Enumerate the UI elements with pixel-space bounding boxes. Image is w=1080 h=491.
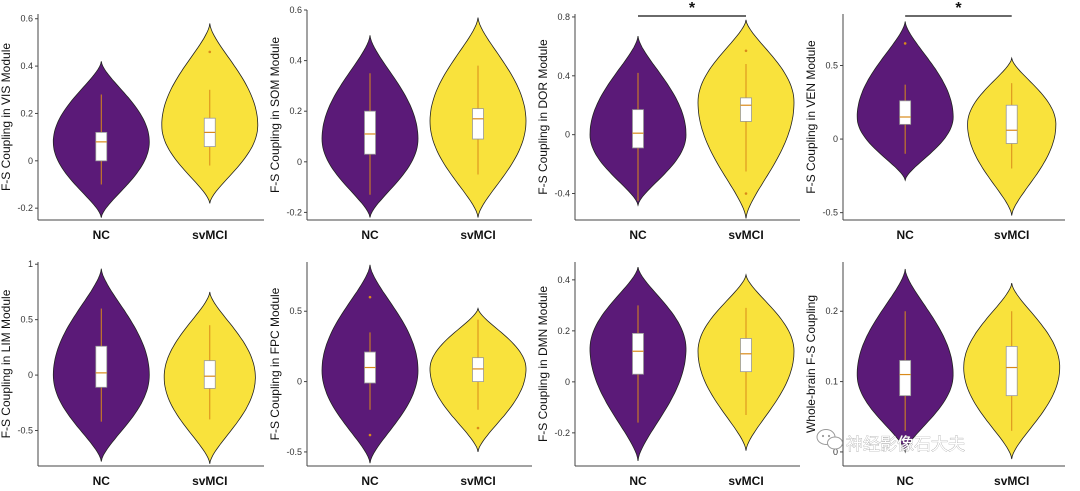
box-NC <box>95 131 108 162</box>
box-svMCI <box>472 108 484 140</box>
y-tick-label: 0 <box>565 130 570 140</box>
y-tick-label: -0.5 <box>286 447 302 457</box>
y-tick-label: 0.2 <box>825 306 838 316</box>
outlier-point <box>903 42 907 45</box>
box-NC <box>899 360 912 397</box>
violin-panel-1: -0.2 0 0.2 0.4 0.6 F-S Coupling in VIS Module… <box>0 14 264 242</box>
box-svMCI <box>740 97 752 122</box>
y-tick-label: 0 <box>28 156 33 166</box>
box-NC <box>632 109 644 149</box>
y-axis-label: F-S Coupling in SOM Module <box>268 37 282 193</box>
y-axis-label: F-S Coupling in DMN Module <box>536 286 550 442</box>
violin-panel-7: -0.2 0 0.2 0.4 F-S Coupling in DMN Module NC s… <box>536 262 800 488</box>
y-axis-label: F-S Coupling in VIS Module <box>0 43 13 191</box>
violin-panel-5: -0.5 0 0.5 1 F-S Coupling in LIM Module NC svM… <box>0 259 264 488</box>
y-tick-label: 0.4 <box>289 56 302 66</box>
x-category-label: svMCI <box>994 228 1029 242</box>
y-tick-label: 0 <box>833 134 838 144</box>
violin-panel-2: -0.2 0 0.2 0.4 0.6 F-S Coupling in SOM Module… <box>268 5 532 242</box>
y-tick-label: 0 <box>28 370 33 380</box>
y-tick-label: 0 <box>565 377 570 387</box>
significance-star: * <box>955 0 962 17</box>
outlier-point <box>368 295 372 299</box>
y-tick-label: -0.5 <box>17 426 33 436</box>
violin-panel-8: 0 0.1 0.2 Whole-brain F-S Coupling NC svMCI <box>804 262 1065 488</box>
y-tick-label: 0.1 <box>825 377 838 387</box>
y-tick-label: 0.4 <box>557 71 570 81</box>
y-tick-label: -0.2 <box>286 207 302 217</box>
y-tick-label: -0.2 <box>17 203 33 213</box>
box-svMCI <box>1005 346 1018 397</box>
x-category-label: NC <box>896 228 914 242</box>
violin-panel-4: -0.5 0 0.5 F-S Coupling in VEN Module NC svMC… <box>804 0 1065 242</box>
outlier-point <box>368 433 372 437</box>
y-tick-label: 1 <box>28 259 33 269</box>
x-category-label: NC <box>629 474 647 488</box>
y-tick-label: 0.4 <box>557 275 570 285</box>
y-axis-label: F-S Coupling in DOR Module <box>536 39 550 195</box>
y-tick-label: 0 <box>297 157 302 167</box>
y-axis-label: Whole-brain F-S Coupling <box>804 295 818 433</box>
outlier-point <box>208 50 212 54</box>
y-tick-label: 0.2 <box>557 326 570 336</box>
outlier-point <box>744 49 748 53</box>
y-tick-label: -0.2 <box>554 428 570 438</box>
y-tick-label: 0.6 <box>289 5 302 15</box>
y-axis-label: F-S Coupling in VEN Module <box>804 40 818 194</box>
y-tick-label: 0.5 <box>289 306 302 316</box>
wechat-icon <box>816 429 843 450</box>
box-NC <box>632 332 644 375</box>
x-category-label: svMCI <box>460 474 495 488</box>
x-category-label: NC <box>629 228 647 242</box>
y-tick-label: 0.2 <box>20 108 33 118</box>
box-svMCI <box>740 338 752 373</box>
x-category-label: NC <box>93 474 111 488</box>
x-category-label: svMCI <box>728 474 763 488</box>
violin-panel-6: -0.5 0 0.5 F-S Coupling in FPC Module NC svMC… <box>268 262 532 488</box>
x-category-label: NC <box>361 474 379 488</box>
x-category-label: NC <box>93 228 111 242</box>
x-category-label: svMCI <box>460 228 495 242</box>
y-axis-label: F-S Coupling in FPC Module <box>268 287 282 440</box>
y-tick-label: 0.8 <box>557 12 570 22</box>
box-svMCI <box>472 357 484 382</box>
y-tick-label: 0 <box>297 377 302 387</box>
significance-star: * <box>689 0 696 17</box>
x-category-label: svMCI <box>192 228 227 242</box>
x-category-label: svMCI <box>728 228 763 242</box>
box-NC <box>95 345 108 388</box>
box-svMCI <box>203 360 216 389</box>
x-category-label: svMCI <box>192 474 227 488</box>
y-tick-label: -0.5 <box>822 208 838 218</box>
watermark: 神经影像石大夫 <box>816 429 965 455</box>
x-category-label: NC <box>896 474 914 488</box>
watermark-text: 神经影像石大夫 <box>846 435 965 455</box>
y-tick-label: -0.4 <box>554 189 570 199</box>
y-tick-label: 0 <box>833 447 838 457</box>
y-axis-label: F-S Coupling in LIM Module <box>0 289 13 438</box>
x-category-label: svMCI <box>994 474 1029 488</box>
y-tick-label: 0.5 <box>20 315 33 325</box>
box-NC <box>364 110 376 155</box>
violin-panel-3: -0.4 0 0.4 0.8 F-S Coupling in DOR Module NC s… <box>536 0 800 242</box>
box-svMCI <box>1005 104 1018 144</box>
box-NC <box>899 100 912 125</box>
x-category-label: NC <box>361 228 379 242</box>
outlier-point <box>744 192 748 195</box>
outlier-point <box>476 426 480 430</box>
y-tick-label: 0.4 <box>20 61 33 71</box>
y-tick-label: 0.6 <box>20 14 33 24</box>
y-tick-label: 0.5 <box>825 61 838 71</box>
y-tick-label: 0.2 <box>289 106 302 116</box>
